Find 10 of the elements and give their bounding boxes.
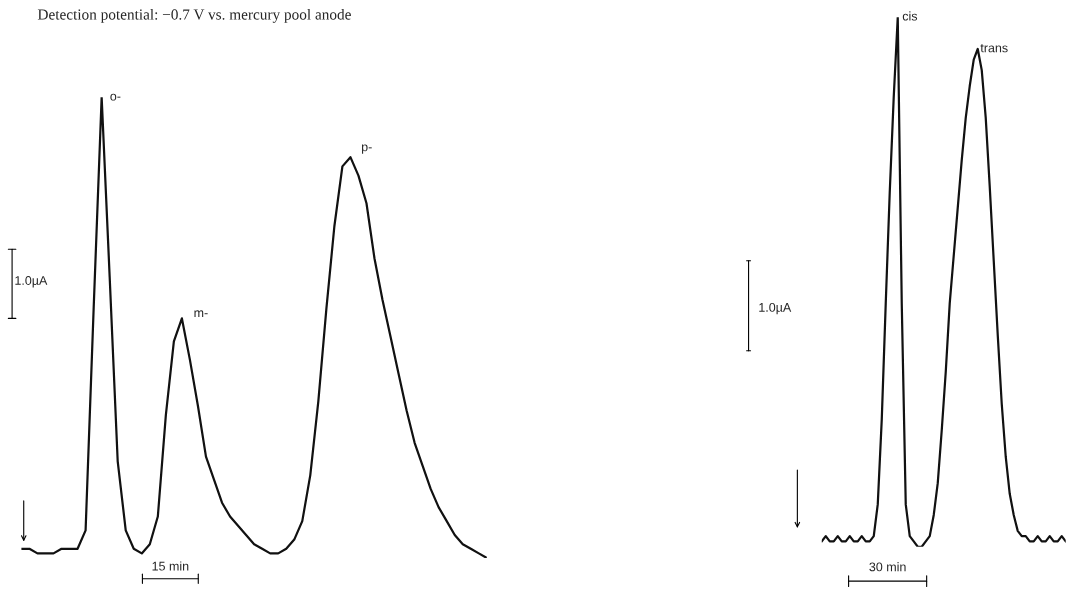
annotation: trans (980, 44, 1008, 53)
chart-title: Detection potential: −0.7 V vs. mercury pool anode (37, 8, 351, 23)
annotation: m- (194, 310, 208, 318)
annotation: 1.0µA (15, 276, 48, 288)
annotation: p- (361, 144, 372, 154)
text: 30 min (869, 562, 906, 572)
annotation: cis (902, 11, 918, 21)
text: 1.0µA (759, 302, 792, 315)
text: 15 min (152, 561, 189, 571)
annotation: o- (110, 93, 121, 101)
